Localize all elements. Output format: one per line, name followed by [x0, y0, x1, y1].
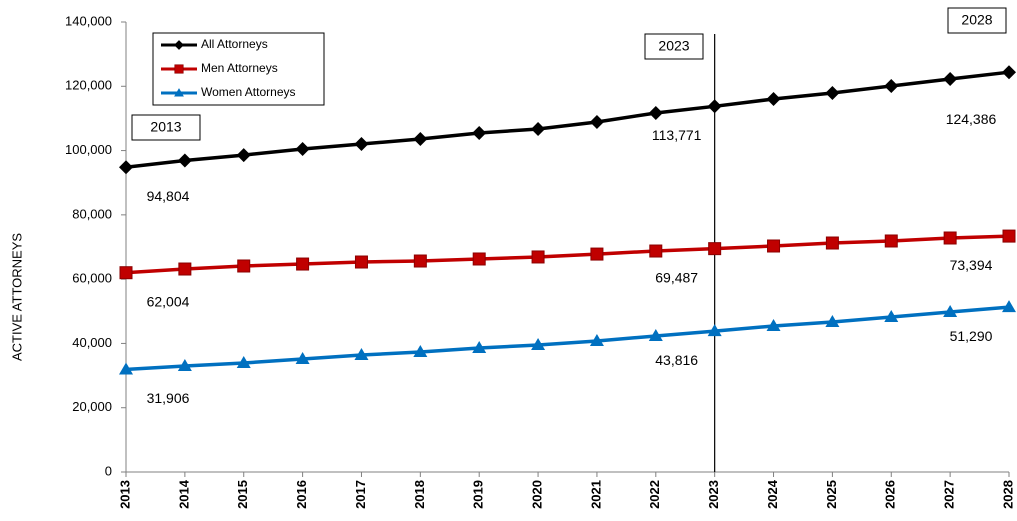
point [413, 254, 427, 268]
point [943, 231, 957, 245]
point [589, 114, 604, 129]
point [354, 255, 368, 269]
point [119, 266, 133, 280]
point [119, 362, 133, 375]
x-tick-label: 2022 [647, 480, 662, 509]
point [884, 310, 899, 323]
x-tick-label: 2016 [294, 480, 309, 509]
point [825, 86, 840, 101]
point [943, 71, 958, 86]
legend-label: All Attorneys [201, 37, 268, 51]
y-tick-label: 140,000 [65, 13, 112, 28]
annotation: 2028 [961, 12, 992, 28]
point [236, 356, 251, 369]
annotation-box [947, 7, 1007, 34]
series-line [125, 234, 1010, 275]
point [884, 234, 898, 248]
point [1002, 65, 1016, 80]
series-line [125, 305, 1010, 372]
point [295, 352, 310, 365]
point [531, 250, 545, 264]
x-tick-label: 2018 [412, 480, 427, 509]
x-tick-label: 2027 [942, 480, 957, 509]
x-tick-label: 2024 [765, 479, 780, 509]
y-tick-label: 40,000 [72, 335, 112, 350]
point [825, 236, 839, 250]
data-label: 124,386 [946, 111, 997, 127]
point [177, 153, 192, 168]
point [472, 125, 487, 140]
legend-marker [174, 88, 184, 97]
point [236, 148, 251, 163]
data-label: 43,816 [655, 352, 698, 368]
x-tick-label: 2028 [1000, 480, 1015, 509]
point [177, 358, 192, 371]
y-tick-label: 120,000 [65, 78, 112, 93]
legend-marker [174, 40, 184, 50]
y-tick-label: 0 [105, 463, 112, 478]
point [767, 239, 781, 253]
point [766, 92, 781, 107]
point [589, 333, 604, 346]
data-label: 113,771 [652, 127, 702, 143]
point [354, 348, 369, 360]
point [472, 252, 486, 266]
data-label: 94,804 [147, 188, 190, 204]
point [178, 262, 192, 276]
point [413, 345, 428, 358]
y-tick-label: 60,000 [72, 271, 112, 286]
legend-marker [174, 64, 184, 74]
point [295, 141, 310, 156]
point [354, 136, 369, 151]
data-label: 69,487 [655, 269, 698, 285]
x-tick-label: 2014 [176, 479, 191, 509]
point [707, 99, 722, 114]
point [119, 160, 133, 175]
point [708, 242, 722, 256]
point [707, 324, 722, 337]
point [825, 314, 840, 327]
point [237, 259, 251, 273]
point [943, 304, 958, 317]
x-tick-label: 2025 [824, 480, 839, 509]
annotation: 2023 [658, 38, 689, 54]
point [1002, 229, 1016, 243]
y-tick-label: 80,000 [72, 206, 112, 221]
series-line [125, 70, 1010, 170]
data-label: 51,290 [950, 328, 993, 344]
point [1002, 300, 1016, 313]
legend-label: Men Attorneys [201, 61, 278, 75]
data-label: 73,394 [950, 257, 993, 273]
x-tick-label: 2026 [883, 480, 898, 509]
annotation-box [644, 33, 704, 60]
point [296, 257, 310, 271]
x-tick-label: 2015 [235, 480, 250, 509]
annotation: 2013 [150, 119, 181, 135]
legend-label: Women Attorneys [201, 85, 296, 99]
x-tick-label: 2019 [471, 480, 486, 509]
y-tick-label: 20,000 [72, 399, 112, 414]
point [472, 340, 487, 353]
x-tick-label: 2021 [588, 480, 603, 509]
data-label: 31,906 [147, 390, 190, 406]
x-tick-label: 2013 [117, 480, 132, 509]
point [766, 319, 781, 332]
y-tick-label: 100,000 [65, 142, 112, 157]
point [531, 122, 546, 137]
point [648, 105, 663, 120]
y-axis-label: ACTIVE ATTORNEYS [9, 233, 24, 361]
annotation-box [131, 114, 201, 141]
x-tick-label: 2020 [530, 480, 545, 509]
point [648, 329, 663, 342]
point [531, 338, 546, 351]
x-tick-label: 2023 [706, 480, 721, 509]
point [413, 132, 428, 146]
x-tick-label: 2017 [353, 480, 368, 509]
point [590, 247, 604, 261]
data-label: 62,004 [147, 293, 190, 309]
point [884, 78, 899, 93]
point [649, 244, 663, 258]
